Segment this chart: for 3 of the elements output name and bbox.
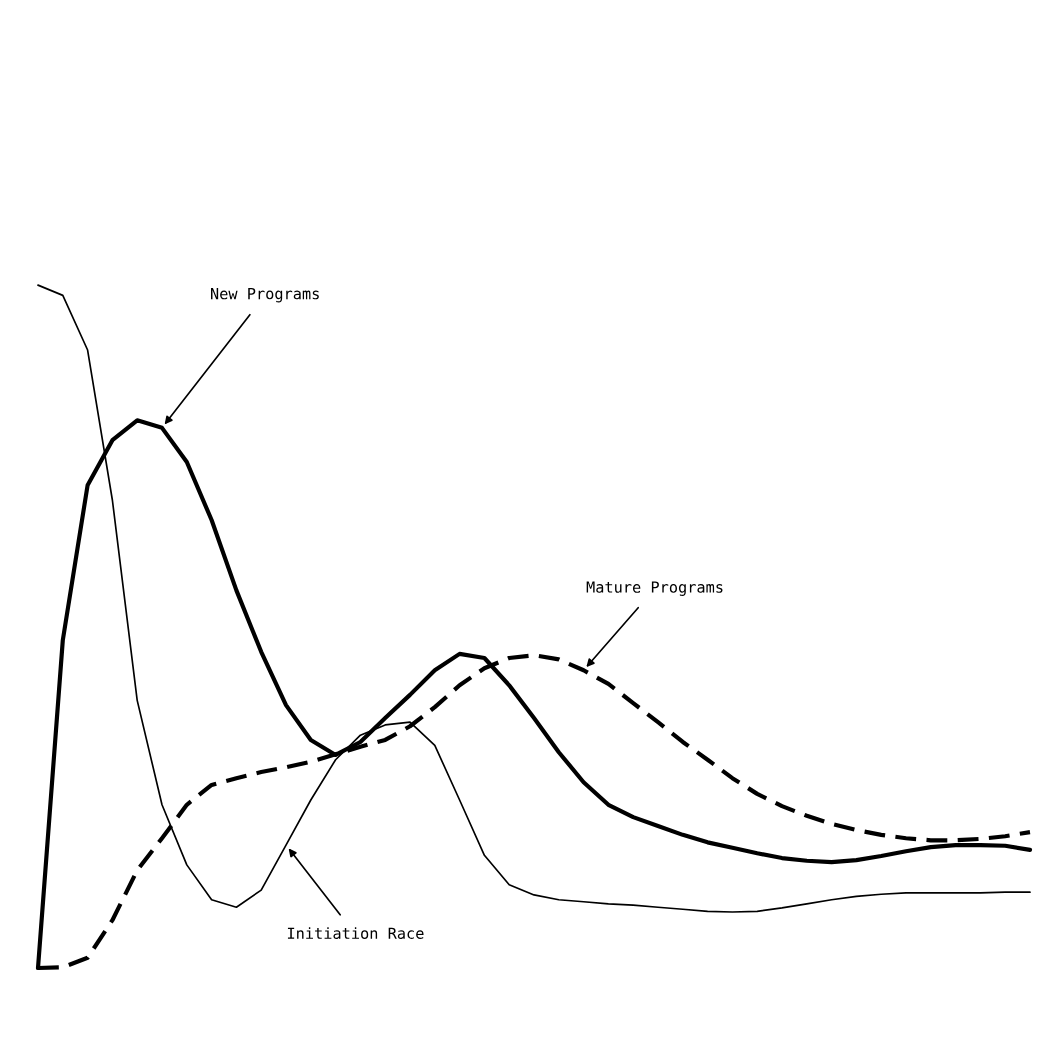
text: Initiation Race xyxy=(287,927,424,940)
text: New Programs xyxy=(211,287,319,303)
text: Mature Programs xyxy=(586,581,723,596)
